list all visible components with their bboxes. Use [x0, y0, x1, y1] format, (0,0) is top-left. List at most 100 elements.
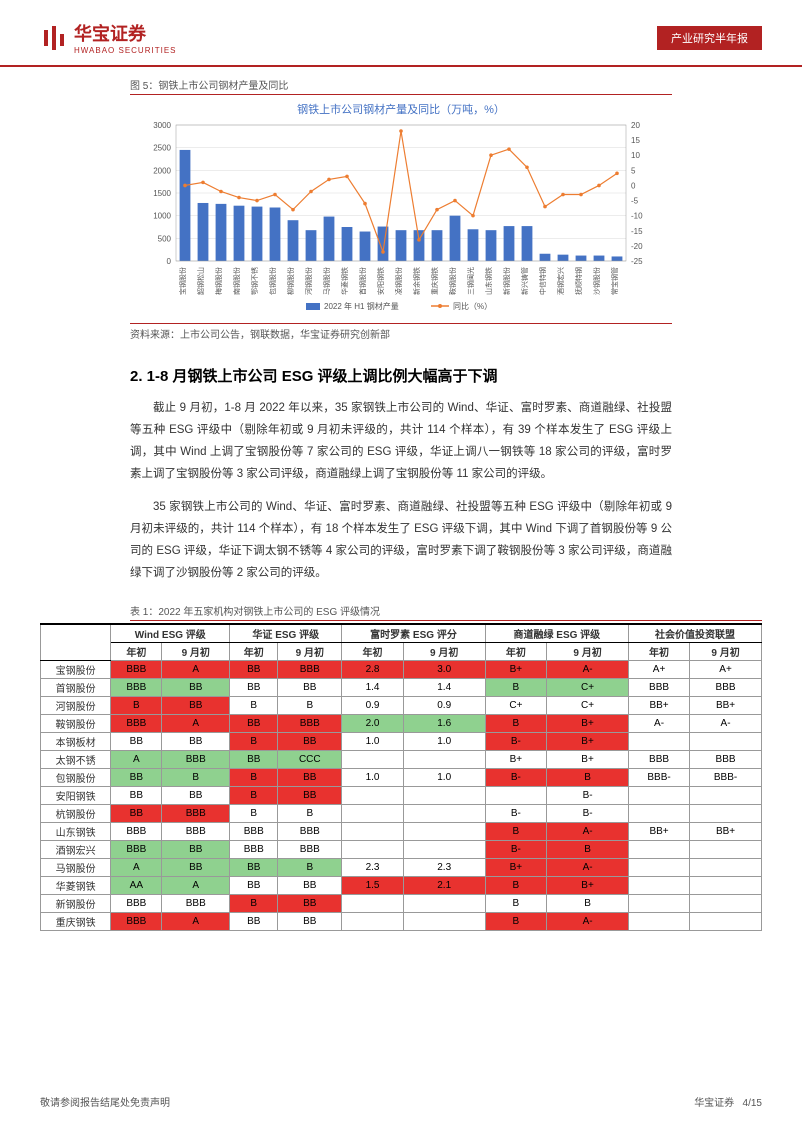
svg-text:华菱钢铁: 华菱钢铁 — [340, 267, 349, 295]
table-cell: BB — [230, 660, 278, 678]
table-cell: B — [230, 732, 278, 750]
table-row-name: 首钢股份 — [41, 678, 111, 696]
table-corner — [41, 624, 111, 661]
table-cell: BBB — [278, 660, 342, 678]
table-cell: BB — [162, 858, 230, 876]
svg-text:1500: 1500 — [153, 189, 171, 198]
table-cell: BBB — [629, 750, 690, 768]
table-cell: 3.0 — [403, 660, 485, 678]
svg-text:首钢股份: 首钢股份 — [358, 267, 367, 295]
table-row-name: 安阳钢铁 — [41, 786, 111, 804]
table-row: 安阳钢铁BBBBBBBB- — [41, 786, 762, 804]
table-row: 本钢板材BBBBBBB1.01.0B-B+ — [41, 732, 762, 750]
table-cell: 1.4 — [403, 678, 485, 696]
svg-text:1000: 1000 — [153, 212, 171, 221]
svg-text:抚顺特钢: 抚顺特钢 — [574, 267, 583, 295]
table-cell — [403, 804, 485, 822]
table-sub-header: 年初 — [342, 642, 403, 660]
svg-text:韶钢松山: 韶钢松山 — [196, 267, 205, 295]
table-cell: BBB — [111, 714, 162, 732]
table-row-name: 鞍钢股份 — [41, 714, 111, 732]
table-cell: B — [278, 696, 342, 714]
svg-text:山东钢铁: 山东钢铁 — [484, 267, 493, 295]
table-cell: B — [485, 912, 546, 930]
table-cell: BBB — [629, 678, 690, 696]
table-cell: BBB — [230, 822, 278, 840]
table-cell — [629, 894, 690, 912]
svg-text:-5: -5 — [631, 197, 639, 206]
table-cell — [690, 840, 762, 858]
steel-output-chart: 钢铁上市公司钢材产量及同比（万吨，%）050010001500200025003… — [130, 99, 672, 319]
svg-text:马钢股份: 马钢股份 — [322, 267, 331, 295]
logo: 华宝证券 HWABAO SECURITIES — [40, 20, 177, 55]
table-group-header: 华证 ESG 评级 — [230, 624, 342, 643]
svg-text:中信特钢: 中信特钢 — [538, 267, 547, 295]
table-sub-header: 9 月初 — [403, 642, 485, 660]
table-cell: 1.0 — [342, 732, 403, 750]
svg-text:-10: -10 — [631, 212, 643, 221]
svg-text:-15: -15 — [631, 227, 643, 236]
table-cell: BB — [111, 732, 162, 750]
table-cell: B — [230, 804, 278, 822]
table-cell: B- — [485, 732, 546, 750]
table-cell: BBB — [278, 714, 342, 732]
table-cell: BBB — [278, 840, 342, 858]
table-cell — [403, 750, 485, 768]
svg-text:同比（%）: 同比（%） — [453, 301, 492, 311]
table-cell: A- — [547, 822, 629, 840]
svg-text:柳钢股份: 柳钢股份 — [286, 267, 295, 295]
table-cell: B — [111, 696, 162, 714]
table-group-header: Wind ESG 评级 — [111, 624, 230, 643]
footer-disclaimer: 敬请参阅报告结尾处免责声明 — [40, 1094, 170, 1109]
svg-text:5: 5 — [631, 166, 636, 175]
table-cell: A+ — [629, 660, 690, 678]
table-cell — [342, 840, 403, 858]
table-sub-header: 9 月初 — [162, 642, 230, 660]
table-cell — [690, 804, 762, 822]
table-cell: B+ — [485, 750, 546, 768]
table-cell: BB — [278, 894, 342, 912]
footer-company: 华宝证券 — [694, 1098, 734, 1109]
table-cell: BBB- — [690, 768, 762, 786]
table-cell: A — [111, 750, 162, 768]
table-sub-header: 年初 — [111, 642, 162, 660]
table-cell: BB — [230, 750, 278, 768]
paragraph-1: 截止 9 月初，1-8 月 2022 年以来，35 家钢铁上市公司的 Wind、… — [130, 398, 672, 485]
table-cell: BB — [230, 678, 278, 696]
table-cell — [629, 876, 690, 894]
table-cell: BBB — [690, 678, 762, 696]
table-cell — [629, 786, 690, 804]
table-cell: 2.8 — [342, 660, 403, 678]
table-sub-header: 年初 — [629, 642, 690, 660]
svg-text:0: 0 — [631, 181, 636, 190]
table-cell: 2.1 — [403, 876, 485, 894]
table-cell — [342, 750, 403, 768]
table-cell: 1.6 — [403, 714, 485, 732]
table-cell: BBB — [111, 894, 162, 912]
table-cell: B — [547, 840, 629, 858]
table-cell: BBB- — [629, 768, 690, 786]
table-cell — [690, 858, 762, 876]
table-cell: B — [547, 894, 629, 912]
table-cell: BB — [278, 732, 342, 750]
table-cell: B — [485, 822, 546, 840]
table-cell: 1.0 — [403, 732, 485, 750]
table-row-name: 酒钢宏兴 — [41, 840, 111, 858]
table-cell — [629, 912, 690, 930]
table-cell: B — [162, 768, 230, 786]
svg-text:20: 20 — [631, 121, 640, 130]
table-cell: 1.5 — [342, 876, 403, 894]
table-cell: BB — [111, 804, 162, 822]
table-cell — [690, 732, 762, 750]
table-cell: BB — [278, 912, 342, 930]
table-cell: B — [485, 714, 546, 732]
svg-text:酒钢宏兴: 酒钢宏兴 — [556, 267, 565, 295]
logo-icon — [40, 24, 68, 52]
table-cell: A+ — [690, 660, 762, 678]
table-cell: A- — [547, 660, 629, 678]
table-cell: B+ — [485, 858, 546, 876]
table-cell: BB+ — [690, 822, 762, 840]
table-cell: BB — [278, 768, 342, 786]
table-cell: 1.4 — [342, 678, 403, 696]
table-cell: B+ — [547, 876, 629, 894]
